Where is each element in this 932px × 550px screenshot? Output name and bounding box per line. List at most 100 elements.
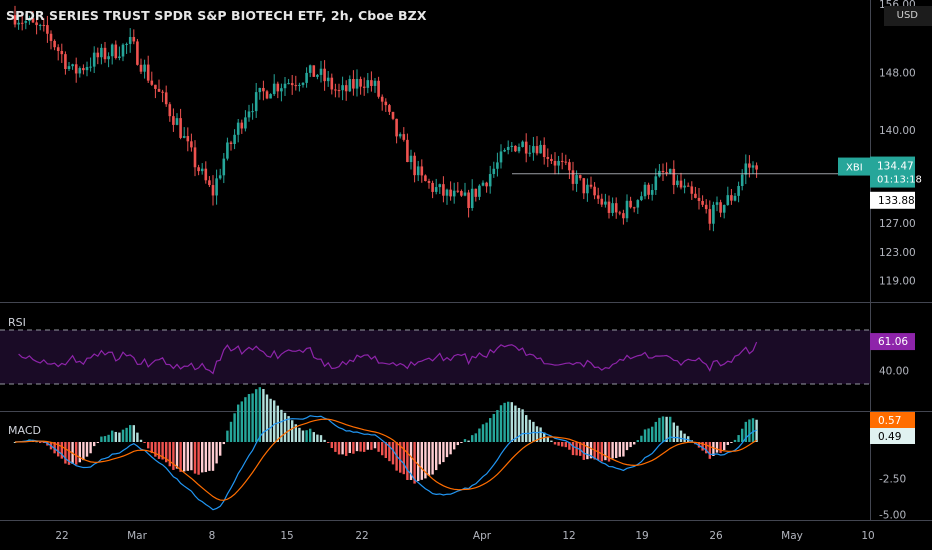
candle-body (64, 54, 67, 70)
macd-label: MACD (8, 424, 41, 437)
candle-body (485, 182, 488, 187)
candle-body (424, 175, 427, 181)
macd-tick-label: -2.50 (879, 473, 906, 485)
candle-body (499, 151, 503, 163)
candle-body (413, 155, 416, 176)
macd-bar (546, 436, 549, 442)
candle-body (503, 149, 506, 152)
candle-body (438, 184, 442, 188)
candle-body (24, 21, 28, 23)
candle-body (571, 170, 575, 184)
macd-bar (445, 442, 449, 458)
candle-body (334, 89, 337, 91)
candle-body (640, 196, 643, 201)
candle-body (398, 134, 402, 137)
macd-bar (319, 435, 323, 442)
macd-bar (67, 442, 71, 465)
candle-body (56, 47, 60, 51)
macd-bar (582, 442, 585, 460)
candle-body (517, 146, 521, 152)
macd-bar (64, 442, 67, 464)
candle-body (276, 83, 280, 92)
macd-bar (550, 440, 553, 442)
macd-bar (373, 442, 377, 449)
candle-body (110, 44, 114, 57)
macd-bar (323, 439, 326, 442)
line-price-label: 133.88 (878, 195, 915, 207)
price-tick-label: 156.00 (879, 0, 916, 11)
candle-body (506, 146, 510, 150)
macd-bar (471, 435, 474, 442)
candle-body (128, 37, 132, 44)
candle-body (139, 64, 143, 72)
candle-body (586, 184, 589, 194)
candle-body (301, 82, 305, 85)
macd-bar (658, 417, 661, 442)
macd-bar (247, 394, 251, 442)
macd-bar (154, 442, 157, 457)
time-tick-label: 8 (209, 530, 216, 542)
candle-body (712, 204, 715, 224)
candle-body (593, 186, 596, 196)
macd-bar (564, 442, 567, 448)
macd-bar (600, 442, 603, 462)
candle-body (409, 155, 413, 163)
candle-body (445, 189, 449, 196)
candle-body (74, 64, 78, 74)
macd-bar (521, 409, 524, 442)
macd-bar (89, 442, 92, 454)
candle-body (704, 204, 708, 210)
macd-bar (528, 419, 531, 442)
macd-tick-label: -5.00 (879, 510, 906, 522)
candle-body (244, 117, 247, 129)
macd-bar (244, 397, 247, 442)
macd-bar (240, 401, 243, 442)
candle-body (67, 66, 71, 70)
rsi-value-label: 61.06 (878, 336, 908, 348)
macd-bar (449, 442, 452, 455)
candle-body (647, 184, 650, 195)
macd-bar (341, 442, 344, 455)
candle-body (600, 198, 604, 205)
macd-bar (719, 442, 722, 453)
currency-badge[interactable]: USD (884, 6, 932, 26)
candle-body (733, 195, 737, 201)
macd-bar (665, 416, 668, 442)
macd-bar (334, 442, 337, 452)
candle-body (49, 33, 53, 41)
macd-bar (712, 442, 715, 457)
macd-bar (510, 402, 513, 442)
price-tick-label: 119.00 (879, 275, 916, 287)
candle-body (510, 145, 514, 147)
candle-body (715, 202, 719, 205)
macd-bar (409, 442, 413, 480)
macd-bar (467, 440, 470, 442)
candle-body (125, 43, 128, 45)
macd-bar (589, 442, 593, 459)
macd-bar (75, 442, 78, 465)
candle-body (607, 201, 611, 213)
candle-body (208, 180, 211, 186)
candle-body (694, 193, 697, 198)
macd-line (14, 415, 757, 511)
candle-body (200, 168, 204, 172)
macd-bar (715, 442, 719, 453)
candle-body (229, 142, 233, 145)
macd-bar (57, 442, 60, 457)
macd-bar (413, 442, 416, 484)
macd-bar (741, 428, 744, 442)
macd-bar (489, 418, 492, 442)
candle-body (92, 52, 96, 67)
candle-body (564, 161, 568, 163)
macd-bar (661, 416, 665, 442)
macd-bar (705, 442, 708, 454)
macd-bar (453, 442, 456, 450)
macd-bar (463, 439, 467, 442)
macd-bar (147, 442, 150, 449)
macd-bar (485, 422, 488, 442)
candle-body (427, 180, 431, 183)
candle-body (265, 91, 269, 99)
time-tick-label: 12 (562, 530, 575, 542)
countdown-label: 01:13:18 (877, 175, 922, 186)
